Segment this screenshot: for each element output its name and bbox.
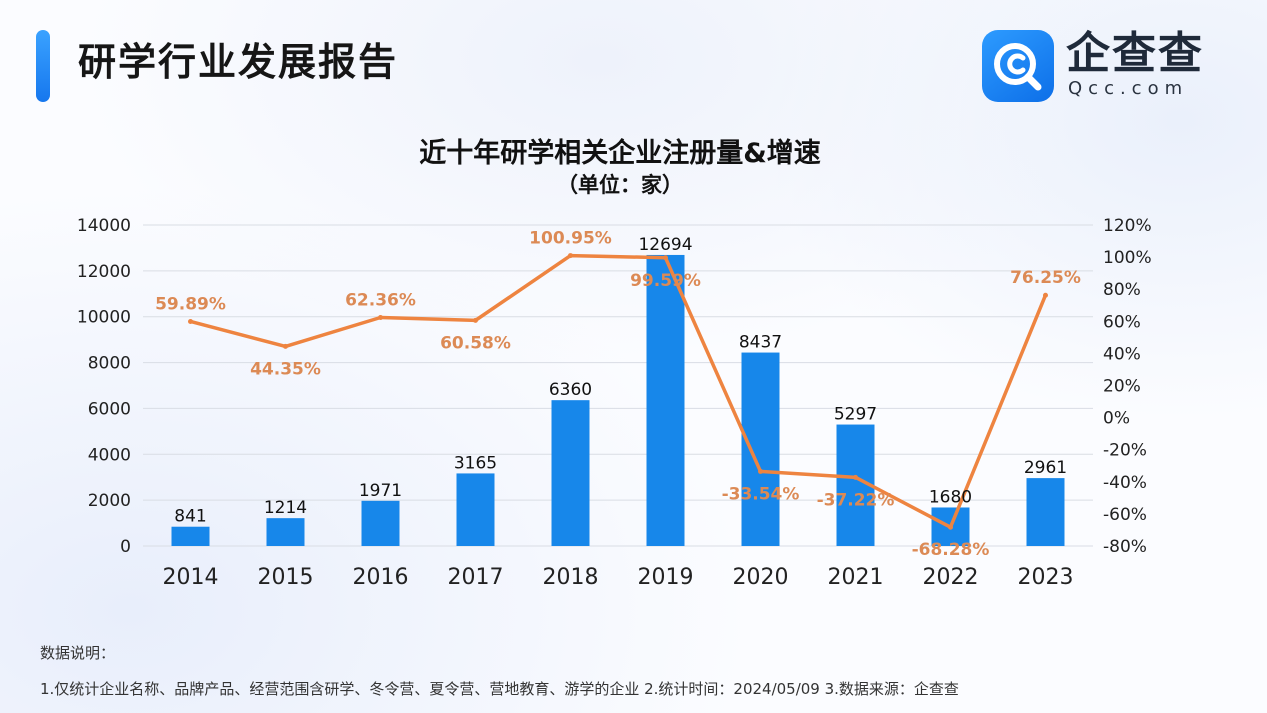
growth-value-label: 76.25% [1010,268,1081,288]
registration-chart: 近十年研学相关企业注册量&增速 （单位：家） 0 2000 4000 6000 8000… [77,137,1152,590]
growth-point [188,318,193,324]
x-tick-label: 2018 [543,565,599,590]
growth-point [378,315,383,321]
logo-sub: Qcc.com [1068,78,1189,99]
growth-point [853,474,858,480]
y-left-tick-label: 10000 [77,308,131,328]
y-right-tick-label: 60% [1103,312,1141,332]
bar [456,473,495,546]
growth-line [190,253,1048,529]
growth-value-label: 99.59% [630,271,701,291]
bar-value-label: 2961 [1024,458,1067,478]
notes-line: 1.仅统计企业名称、品牌产品、经营范围含研学、冬令营、夏令营、营地教育、游学的企… [40,680,959,698]
y-right-tick-label: 120% [1103,216,1152,236]
x-tick-label: 2015 [258,565,314,590]
grid-layer: 0 2000 4000 6000 8000 10000 12000 14000 -80% -60%… [77,216,1152,590]
y-left-tick-label: 14000 [77,216,131,236]
x-tick-label: 2016 [353,565,409,590]
y-right-tick-label: 100% [1103,248,1152,268]
growth-point [948,524,953,530]
y-right-tick-label: -40% [1103,473,1147,493]
bar-value-label: 5297 [834,405,877,425]
y-right-tick-label: -80% [1103,537,1147,557]
y-left-tick-label: 12000 [77,262,131,282]
growth-value-label: -37.22% [817,490,895,510]
title-accent-bar [36,30,50,102]
x-tick-label: 2019 [638,565,694,590]
bar [171,526,210,546]
y-right-tick-label: 20% [1103,377,1141,397]
y-left-tick-label: 4000 [88,445,131,465]
growth-value-label: 59.89% [155,294,226,314]
qcc-logo-icon [982,30,1054,102]
y-right-tick-label: -60% [1103,505,1147,525]
label-layer: 841 1214 1971 3165 6360 12694 8437 5297 1680 2961… [155,229,1081,561]
growth-point [473,317,478,323]
bar [1026,478,1065,546]
growth-point [663,255,668,261]
bar-value-label: 1214 [264,498,307,518]
bar [551,400,590,546]
y-right-tick-label: 0% [1103,409,1130,429]
growth-point [568,253,573,259]
page-title: 研学行业发展报告 [78,40,399,84]
y-right-tick-label: 80% [1103,280,1141,300]
x-tick-label: 2023 [1018,565,1074,590]
bar-value-label: 1971 [359,481,402,501]
growth-value-label: 60.58% [440,333,511,353]
y-left-tick-label: 0 [120,537,131,557]
bar-value-label: 1680 [929,487,972,507]
growth-point [758,468,763,474]
qcc-logo: 企查查 Qcc.com [982,28,1222,104]
chart-subtitle: （单位：家） [557,173,683,197]
notes-heading: 数据说明： [40,644,116,662]
y-left-tick-label: 6000 [88,399,131,419]
bar-value-label: 3165 [454,453,497,473]
bar [266,518,305,546]
x-tick-label: 2022 [923,565,979,590]
x-tick-label: 2014 [163,565,219,590]
bar-value-label: 6360 [549,380,592,400]
x-tick-label: 2017 [448,565,504,590]
growth-value-label: 44.35% [250,359,321,379]
bar-value-label: 12694 [638,235,692,255]
bar [361,500,400,546]
growth-point [283,343,288,349]
bar [741,352,780,546]
y-right-tick-label: 40% [1103,344,1141,364]
growth-point [1043,292,1048,298]
y-left-tick-label: 2000 [88,491,131,511]
bar-layer [171,254,1065,547]
notes: 数据说明： 1.仅统计企业名称、品牌产品、经营范围含研学、冬令营、夏令营、营地教… [40,640,959,712]
growth-value-label: -33.54% [722,484,800,504]
bar [646,254,685,547]
bar-value-label: 841 [174,507,206,527]
bar-value-label: 8437 [739,333,782,353]
chart-title: 近十年研学相关企业注册量&增速 [419,137,821,169]
line-layer [188,253,1048,530]
x-tick-label: 2021 [828,565,884,590]
logo-name: 企查查 [1066,28,1204,79]
x-tick-label: 2020 [733,565,789,590]
growth-value-label: -68.28% [912,540,990,560]
growth-value-label: 62.36% [345,291,416,311]
y-right-tick-label: -20% [1103,441,1147,461]
growth-value-label: 100.95% [529,229,612,249]
y-left-tick-label: 8000 [88,354,131,374]
